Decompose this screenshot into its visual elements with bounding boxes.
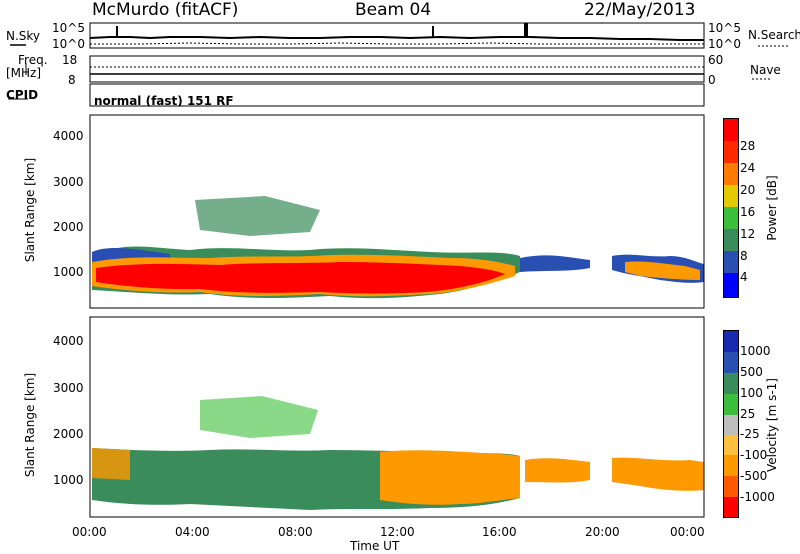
- date-title: 22/May/2013: [584, 0, 696, 20]
- power-colorbar: [723, 118, 739, 298]
- xtick-2000: 20:00: [585, 525, 620, 539]
- power-region-patch: [520, 255, 590, 272]
- power-region-patch-orange: [625, 261, 700, 280]
- freq-panel-frame: [89, 55, 705, 83]
- power-heatmap: [92, 196, 704, 299]
- vel-cb-band-2: [724, 352, 738, 373]
- x-axis-label: Time UT: [350, 539, 400, 553]
- velocity-colorbar: [723, 330, 739, 518]
- nave-label: Nave: [750, 63, 781, 77]
- xtick-1600: 16:00: [482, 525, 517, 539]
- vel-ytick-2000: 2000: [53, 427, 84, 441]
- velocity-region-patch: [525, 458, 590, 483]
- vel-cb-band-6: [724, 435, 738, 455]
- xtick-2400: 00:00: [670, 525, 705, 539]
- power-cb-tick-12: 12: [740, 227, 756, 241]
- xtick-0000: 00:00: [72, 525, 107, 539]
- freq-unit: [MHz]: [6, 66, 42, 80]
- vel-ytick-4000: 4000: [53, 334, 84, 348]
- vel-ytick-1000: 1000: [53, 473, 84, 487]
- power-ytick-4000: 4000: [53, 129, 84, 143]
- vel-cb-band-3: [724, 373, 738, 394]
- power-cb-band-2: [724, 251, 738, 273]
- cpid-panel-frame: [89, 83, 705, 107]
- power-cb-band-4: [724, 207, 738, 229]
- nave-tick-low: 0: [708, 73, 716, 87]
- power-cb-tick-28: 28: [740, 139, 756, 153]
- power-cb-tick-20: 20: [740, 183, 756, 197]
- noise-search-label: N.Search: [748, 28, 800, 42]
- vel-cb-tick-1000: 1000: [740, 344, 771, 358]
- vel-cb-tick-500: 500: [740, 365, 763, 379]
- xtick-0800: 08:00: [278, 525, 313, 539]
- velocity-region-upper: [200, 396, 318, 438]
- power-cb-band-5: [724, 185, 738, 207]
- power-panel-frame: [89, 114, 705, 309]
- noise-search-tick-high: 10^5: [708, 21, 741, 35]
- xtick-0400: 04:00: [175, 525, 210, 539]
- xtick-1200: 12:00: [380, 525, 415, 539]
- power-cb-tick-8: 8: [740, 249, 748, 263]
- power-region-red: [96, 262, 505, 294]
- power-cb-tick-24: 24: [740, 161, 756, 175]
- noise-spike: [116, 26, 118, 38]
- cpid-mode-text: normal (fast) 151 RF: [94, 94, 234, 108]
- vel-cb-tick--100: -100: [740, 448, 768, 462]
- power-cb-tick-4: 4: [740, 270, 748, 284]
- velocity-panel-frame: [89, 316, 705, 518]
- power-ytick-2000: 2000: [53, 220, 84, 234]
- power-cb-band-1: [724, 273, 738, 297]
- velocity-heatmap: [92, 396, 704, 510]
- noise-spike: [524, 23, 528, 38]
- vel-cb-band-4: [724, 394, 738, 415]
- noise-sky-tick-high: 10^5: [52, 21, 85, 35]
- vel-cb-tick-100: 100: [740, 386, 763, 400]
- velocity-region-orange-left: [92, 448, 130, 480]
- station-title: McMurdo (fitACF): [92, 0, 239, 20]
- noise-sky-line: [89, 35, 704, 41]
- vel-cb-band-8: [724, 476, 738, 497]
- noise-sky-tick-low: 10^0: [52, 37, 85, 51]
- velocity-region-orange: [380, 450, 520, 505]
- vel-cb-band-9: [724, 497, 738, 517]
- power-region-upper: [195, 196, 320, 236]
- beam-title: Beam 04: [355, 0, 432, 20]
- freq-label: Freq.: [18, 53, 48, 67]
- noise-spike: [432, 26, 434, 38]
- nave-tick-high: 60: [708, 53, 724, 67]
- vel-cb-band-7: [724, 455, 738, 476]
- power-cb-band-3: [724, 229, 738, 251]
- power-cb-band-7: [724, 141, 738, 163]
- power-cb-band-6: [724, 163, 738, 185]
- power-cb-band-8: [724, 119, 738, 141]
- power-cb-tick-16: 16: [740, 205, 756, 219]
- noise-search-line: [90, 42, 704, 45]
- vel-cb-tick-25: 25: [740, 407, 756, 421]
- vel-cb-tick--1000: -1000: [740, 490, 775, 504]
- velocity-region-patch: [612, 457, 704, 491]
- vel-cb-tick--500: -500: [740, 469, 768, 483]
- noise-search-tick-low: 10^0: [708, 37, 741, 51]
- power-ytick-1000: 1000: [53, 265, 84, 279]
- noise-panel-frame: [89, 22, 705, 49]
- freq-tick-low: 8: [68, 73, 76, 87]
- vel-ytick-3000: 3000: [53, 381, 84, 395]
- power-ytick-3000: 3000: [53, 175, 84, 189]
- freq-tick-high: 18: [62, 53, 78, 67]
- vel-cb-band-1: [724, 331, 738, 352]
- vel-cb-band-5: [724, 415, 738, 435]
- noise-sky-label: N.Sky: [6, 29, 41, 43]
- vel-cb-tick--25: -25: [740, 427, 760, 441]
